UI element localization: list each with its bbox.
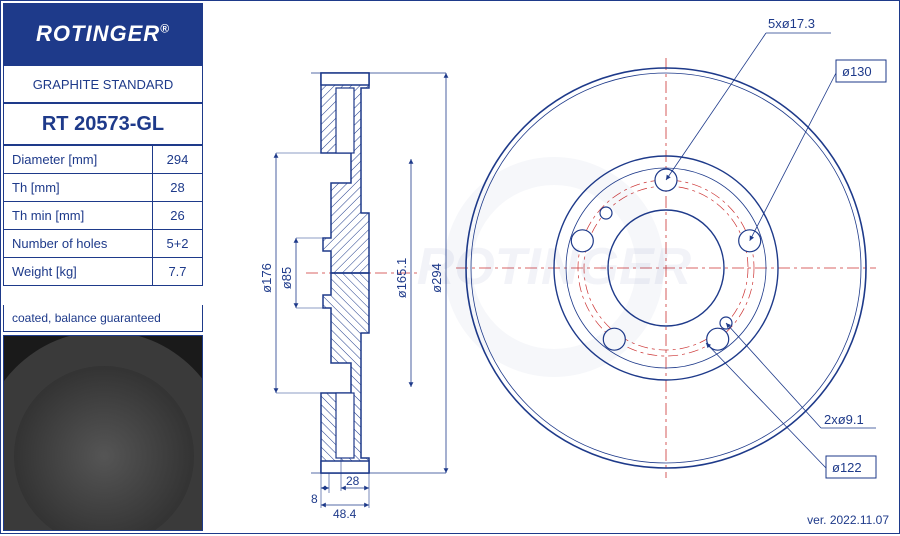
dim-d165: ø165.1 (394, 258, 409, 298)
dim-w28: 28 (346, 474, 360, 488)
spec-label: Diameter [mm] (4, 146, 153, 174)
table-row: Diameter [mm]294 (4, 146, 203, 174)
note: coated, balance guaranteed (3, 305, 203, 332)
side-view: ø176 ø85 ø165.1 ø294 8 28 48.4 (259, 73, 446, 521)
table-row: Weight [kg]7.7 (4, 258, 203, 286)
callout-d122: ø122 (832, 460, 862, 475)
spec-value: 294 (153, 146, 203, 174)
version-label: ver. 2022.11.07 (807, 513, 889, 527)
brand-text: ROTINGER (36, 21, 160, 46)
product-photo (3, 335, 203, 531)
spec-table: Diameter [mm]294 Th [mm]28 Th min [mm]26… (3, 145, 203, 286)
spec-label: Weight [kg] (4, 258, 153, 286)
spec-label: Th min [mm] (4, 202, 153, 230)
callout-5holes: 5xø17.3 (768, 16, 815, 31)
dim-w8: 8 (311, 492, 318, 506)
dim-d294: ø294 (429, 263, 444, 293)
spec-value: 26 (153, 202, 203, 230)
callout-d130: ø130 (842, 64, 872, 79)
brand-logo: ROTINGER® (3, 3, 203, 65)
spec-value: 28 (153, 174, 203, 202)
table-row: Number of holes5+2 (4, 230, 203, 258)
table-row: Th min [mm]26 (4, 202, 203, 230)
part-number: RT 20573-GL (3, 103, 203, 145)
spec-label: Number of holes (4, 230, 153, 258)
table-row: Th [mm]28 (4, 174, 203, 202)
spec-label: Th [mm] (4, 174, 153, 202)
dim-d85: ø85 (279, 267, 294, 289)
technical-drawing: ROTINGER (211, 3, 897, 531)
dim-d176: ø176 (259, 263, 274, 293)
spec-value: 7.7 (153, 258, 203, 286)
callout-2holes: 2xø9.1 (824, 412, 864, 427)
dim-w48: 48.4 (333, 507, 357, 521)
subtitle: GRAPHITE STANDARD (3, 65, 203, 103)
spec-value: 5+2 (153, 230, 203, 258)
